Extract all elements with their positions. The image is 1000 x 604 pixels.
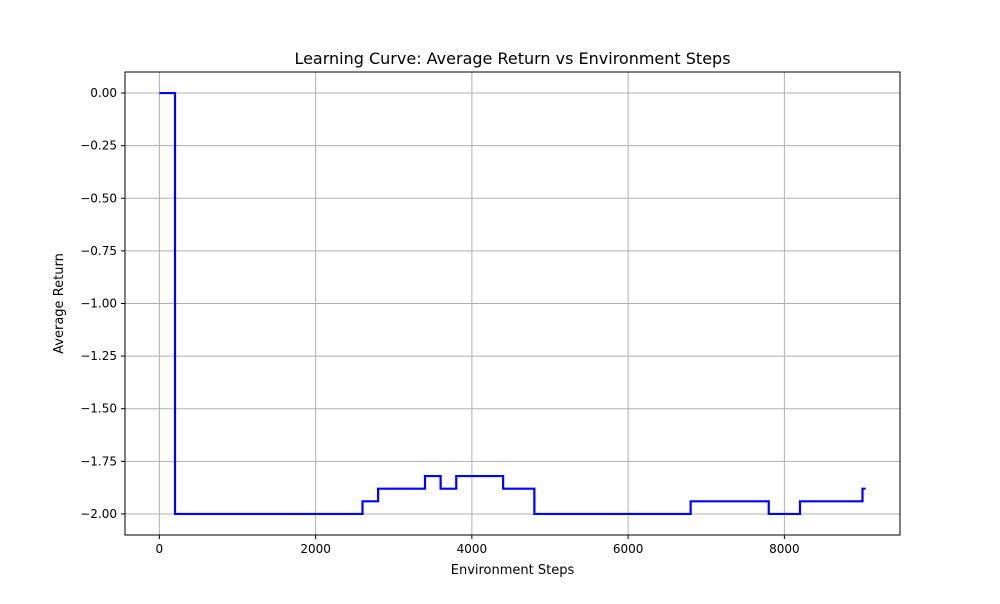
y-tick-label: −1.00 bbox=[80, 297, 117, 311]
x-axis-label: Environment Steps bbox=[451, 563, 575, 578]
y-tick-label: 0.00 bbox=[90, 86, 117, 100]
gridlines bbox=[125, 72, 900, 535]
y-tick-label: −2.00 bbox=[80, 507, 117, 521]
x-tick-label: 2000 bbox=[300, 542, 331, 556]
y-axis-label: Average Return bbox=[52, 253, 67, 354]
y-tick-label: −0.25 bbox=[80, 139, 117, 153]
plot-area bbox=[159, 91, 866, 516]
chart-title: Learning Curve: Average Return vs Enviro… bbox=[294, 49, 730, 68]
y-tick-label: −1.25 bbox=[80, 349, 117, 363]
series-line bbox=[159, 91, 866, 516]
x-tick-label: 6000 bbox=[613, 542, 644, 556]
x-tick-label: 0 bbox=[156, 542, 164, 556]
y-tick-labels: 0.00 −0.25 −0.50 −0.75 −1.00 −1.25 −1.50 −1.75 −… bbox=[80, 86, 117, 521]
x-tick-labels: 0 2000 4000 6000 8000 bbox=[156, 542, 800, 556]
x-tick-label: 8000 bbox=[769, 542, 800, 556]
tick-marks bbox=[121, 92, 785, 539]
y-tick-label: −1.75 bbox=[80, 454, 117, 468]
y-tick-label: −0.75 bbox=[80, 244, 117, 258]
x-tick-label: 4000 bbox=[457, 542, 488, 556]
y-tick-label: −0.50 bbox=[80, 191, 117, 205]
y-tick-label: −1.50 bbox=[80, 402, 117, 416]
